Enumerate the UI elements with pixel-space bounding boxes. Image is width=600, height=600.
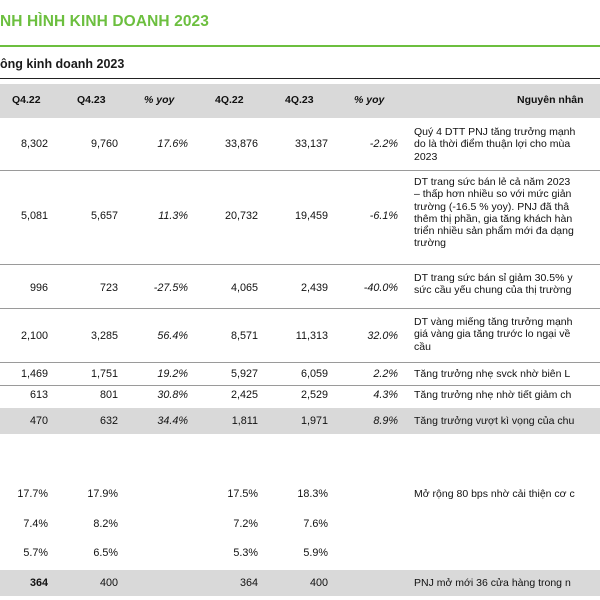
reason-note: Tăng trưởng nhẹ nhờ tiết giảm ch (414, 389, 572, 401)
row-divider (0, 264, 600, 265)
highlight-row-band (0, 570, 600, 596)
table-cell: 5.7% (23, 547, 48, 559)
table-cell: 801 (99, 389, 118, 401)
table-cell: 400 (99, 577, 118, 589)
table-cell: 5.3% (233, 547, 258, 559)
table-cell: 34.4% (157, 415, 188, 427)
row-divider (0, 362, 600, 363)
table-cell: 33,137 (294, 138, 328, 150)
table-cell: 996 (29, 282, 48, 294)
header-yoy-quarter: % yoy (144, 94, 175, 106)
table-cell: 613 (29, 389, 48, 401)
table-cell: 19,459 (294, 210, 328, 222)
table-cell: 5,657 (90, 210, 118, 222)
table-cell: 1,971 (300, 415, 328, 427)
table-cell: 7.6% (303, 518, 328, 530)
page-title: NH HÌNH KINH DOANH 2023 (0, 13, 209, 30)
table-cell: 6,059 (300, 368, 328, 380)
table-cell: 1,811 (231, 415, 258, 427)
table-cell: 1,469 (20, 368, 48, 380)
header-4q22: 4Q.22 (215, 94, 244, 106)
table-cell: 7.2% (233, 518, 258, 530)
table-cell: 3,285 (90, 330, 118, 342)
table-cell: 56.4% (157, 330, 188, 342)
table-cell: 17.7% (17, 488, 48, 500)
reason-note: Tăng trưởng nhẹ svck nhờ biên L (414, 368, 571, 380)
table-cell: 2,425 (230, 389, 258, 401)
table-cell: 18.3% (297, 488, 328, 500)
header-reason: Nguyên nhân (517, 94, 584, 106)
reason-note: PNJ mở mới 36 cửa hàng trong n (414, 577, 571, 589)
row-divider (0, 385, 600, 386)
table-cell: 364 (29, 577, 48, 589)
table-cell: 17.5% (227, 488, 258, 500)
table-header (0, 84, 600, 118)
table-cell: 632 (99, 415, 118, 427)
table-cell: 32.0% (367, 330, 398, 342)
table-cell: 2,529 (300, 389, 328, 401)
reason-note: Mở rộng 80 bps nhờ cải thiện cơ c (414, 488, 575, 500)
table-cell: 9,760 (90, 138, 118, 150)
table-cell: -6.1% (369, 210, 398, 222)
reason-note: DT trang sức bán sỉ giảm 30.5% y sức cầu… (414, 272, 573, 297)
table-cell: 470 (29, 415, 48, 427)
table-cell: 11.3% (158, 210, 188, 222)
table-cell: -2.2% (369, 138, 398, 150)
table-cell: 2,100 (20, 330, 48, 342)
table-cell: 20,732 (224, 210, 258, 222)
table-cell: -40.0% (363, 282, 398, 294)
table-cell: 11,313 (295, 330, 328, 342)
table-cell: 33,876 (224, 138, 258, 150)
table-cell: 8.9% (373, 415, 398, 427)
reason-note: Quý 4 DTT PNJ tăng trưởng mạnh do là thờ… (414, 126, 576, 163)
subtitle-divider (0, 78, 600, 79)
table-cell: 4.3% (373, 389, 398, 401)
table-cell: 2.2% (373, 368, 398, 380)
reason-note: Tăng trưởng vượt kì vọng của chu (414, 415, 575, 427)
table-cell: 8.2% (93, 518, 118, 530)
table-cell: 5.9% (303, 547, 328, 559)
table-cell: 30.8% (157, 389, 188, 401)
highlight-row-band (0, 408, 600, 434)
table-cell: 2,439 (300, 282, 328, 294)
table-cell: -27.5% (153, 282, 188, 294)
header-q423: Q4.23 (77, 94, 106, 106)
title-divider (0, 45, 600, 47)
table-cell: 5,927 (230, 368, 258, 380)
table-cell: 364 (239, 577, 258, 589)
table-cell: 7.4% (23, 518, 48, 530)
table-cell: 723 (99, 282, 118, 294)
header-q422: Q4.22 (12, 94, 41, 106)
reason-note: DT vàng miếng tăng trưởng mạnh giá vàng … (414, 316, 573, 353)
row-divider (0, 308, 600, 309)
header-yoy-year: % yoy (354, 94, 385, 106)
table-cell: 8,571 (230, 330, 258, 342)
table-cell: 8,302 (20, 138, 48, 150)
reason-note: DT trang sức bán lẻ cả năm 2023 – thấp h… (414, 176, 574, 250)
header-4q23: 4Q.23 (285, 94, 314, 106)
table-cell: 17.6% (157, 138, 188, 150)
row-divider (0, 170, 600, 171)
table-cell: 19.2% (157, 368, 188, 380)
table-cell: 400 (309, 577, 328, 589)
table-subtitle: ông kinh doanh 2023 (0, 57, 125, 71)
table-cell: 1,751 (90, 368, 118, 380)
table-cell: 4,065 (230, 282, 258, 294)
table-cell: 5,081 (20, 210, 48, 222)
table-cell: 17.9% (87, 488, 118, 500)
table-cell: 6.5% (93, 547, 118, 559)
